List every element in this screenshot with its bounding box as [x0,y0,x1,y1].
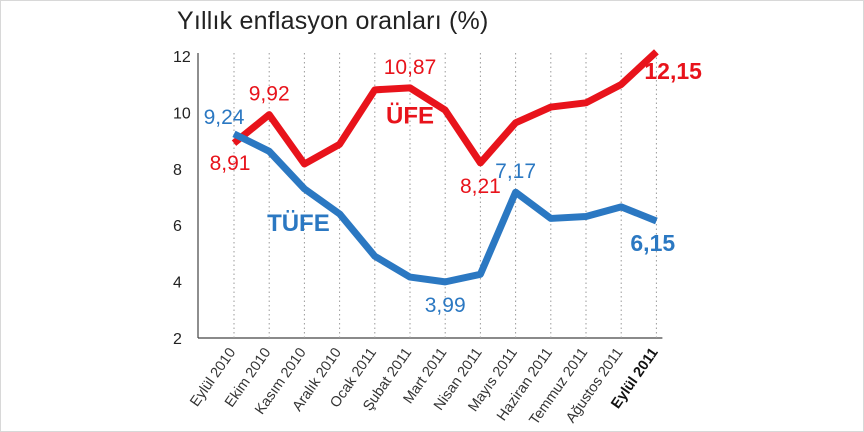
data-label: 7,17 [495,160,536,183]
data-label: 3,99 [425,294,466,317]
y-tick-label: 10 [173,105,191,122]
data-label: 6,15 [630,230,675,256]
chart-title: Yıllık enflasyon oranları (%) [177,7,489,35]
data-label: 9,92 [249,83,290,106]
data-label: 12,15 [644,58,702,84]
data-label: 9,24 [204,106,245,129]
y-tick-label: 6 [173,218,182,235]
series-name-label: TÜFE [267,210,330,237]
series-line-ufe [231,49,659,168]
y-tick-label: 4 [173,275,182,292]
data-label: 8,91 [210,152,251,175]
y-tick-label: 12 [173,49,191,66]
y-tick-label: 2 [173,331,182,348]
data-label: 8,21 [460,175,501,198]
series-name-label: ÜFE [386,103,434,130]
data-label: 10,87 [384,56,437,79]
y-tick-label: 8 [173,162,182,179]
